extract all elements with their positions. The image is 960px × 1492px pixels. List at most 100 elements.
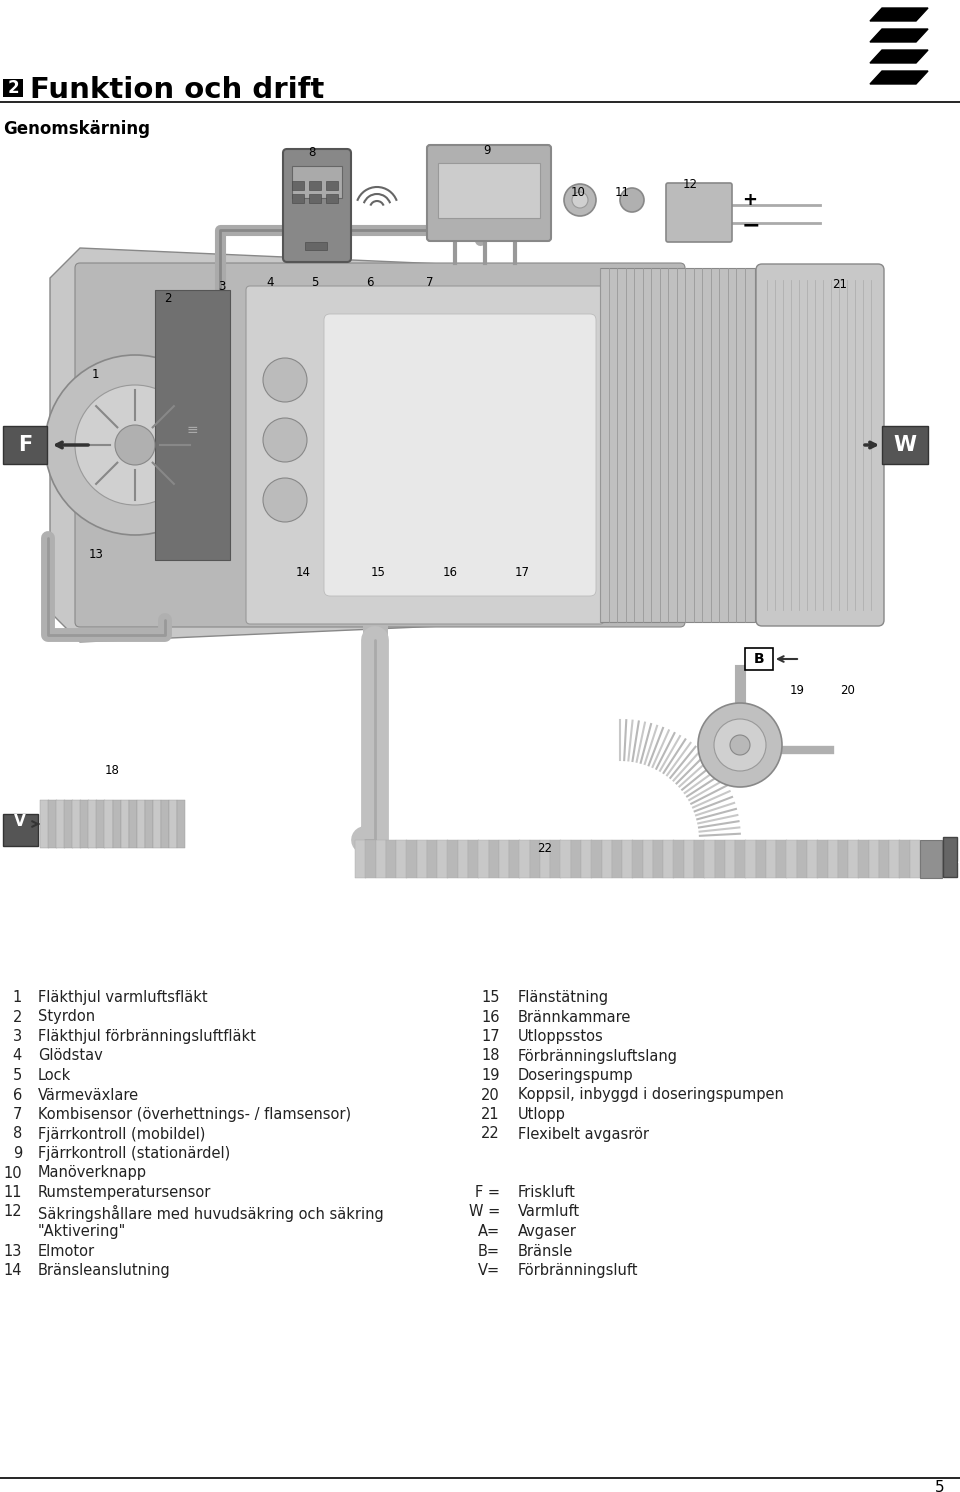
Text: 5: 5 — [311, 276, 319, 289]
Text: 20: 20 — [841, 683, 855, 697]
Text: Fjärrkontroll (stationärdel): Fjärrkontroll (stationärdel) — [38, 1146, 230, 1161]
Text: Utloppsstos: Utloppsstos — [518, 1029, 604, 1044]
Bar — [396, 840, 407, 877]
Text: Styrdon: Styrdon — [38, 1010, 95, 1025]
Bar — [561, 840, 571, 877]
Text: Flänstätning: Flänstätning — [518, 991, 610, 1006]
Bar — [807, 840, 818, 877]
Bar — [72, 800, 81, 847]
Bar — [663, 840, 674, 877]
Bar — [530, 840, 540, 877]
Bar — [694, 840, 705, 877]
Text: Varmluft: Varmluft — [518, 1204, 580, 1219]
Bar — [633, 840, 643, 877]
Text: 3: 3 — [218, 280, 226, 294]
Text: Fläkthjul förbränningsluftfläkt: Fläkthjul förbränningsluftfläkt — [38, 1029, 256, 1044]
Circle shape — [263, 418, 307, 463]
Bar — [684, 840, 694, 877]
Text: Bränsle: Bränsle — [518, 1243, 573, 1258]
Bar — [571, 840, 582, 877]
Bar — [48, 800, 57, 847]
Bar — [355, 840, 366, 877]
Bar — [64, 800, 73, 847]
Bar — [96, 800, 105, 847]
Text: W: W — [894, 436, 917, 455]
Text: 10: 10 — [4, 1165, 22, 1180]
Text: Värmeväxlare: Värmeväxlare — [38, 1088, 139, 1103]
Text: Brännkammare: Brännkammare — [518, 1010, 632, 1025]
Text: Koppsil, inbyggd i doseringspumpen: Koppsil, inbyggd i doseringspumpen — [518, 1088, 784, 1103]
Bar — [437, 840, 447, 877]
Bar — [828, 840, 838, 877]
Polygon shape — [870, 7, 928, 21]
Text: Rumstemperatursensor: Rumstemperatursensor — [38, 1185, 211, 1200]
Text: F =: F = — [475, 1185, 500, 1200]
Text: Friskluft: Friskluft — [518, 1185, 576, 1200]
Bar — [438, 163, 540, 218]
Text: Avgaser: Avgaser — [518, 1223, 577, 1238]
Circle shape — [75, 385, 195, 504]
Text: −: − — [742, 215, 760, 236]
Bar — [458, 840, 468, 877]
Text: V=: V= — [478, 1264, 500, 1279]
Bar — [81, 800, 89, 847]
Bar — [786, 840, 797, 877]
Bar — [882, 427, 928, 464]
Text: 22: 22 — [538, 841, 553, 855]
Text: Bränsleanslutning: Bränsleanslutning — [38, 1264, 171, 1279]
Text: Genomskärning: Genomskärning — [3, 119, 150, 137]
Bar — [489, 840, 499, 877]
Bar — [653, 840, 663, 877]
Bar — [406, 840, 417, 877]
Bar — [591, 840, 602, 877]
Text: 13: 13 — [4, 1243, 22, 1258]
Bar — [468, 840, 479, 877]
Text: 19: 19 — [482, 1068, 500, 1083]
Text: 11: 11 — [4, 1185, 22, 1200]
Text: 12: 12 — [683, 179, 698, 191]
Text: Glödstav: Glödstav — [38, 1049, 103, 1064]
Bar — [920, 840, 942, 877]
Text: Lock: Lock — [38, 1068, 71, 1083]
Bar — [817, 840, 828, 877]
Text: A=: A= — [478, 1223, 500, 1238]
Bar — [519, 840, 530, 877]
Bar — [509, 840, 519, 877]
Text: 8: 8 — [12, 1126, 22, 1141]
Text: 17: 17 — [481, 1029, 500, 1044]
Text: 18: 18 — [482, 1049, 500, 1064]
Text: Utlopp: Utlopp — [518, 1107, 565, 1122]
Circle shape — [263, 358, 307, 401]
Text: 14: 14 — [4, 1264, 22, 1279]
Bar — [3, 815, 38, 846]
Bar — [309, 181, 321, 189]
Circle shape — [714, 719, 766, 771]
Bar — [326, 181, 338, 189]
Text: 16: 16 — [443, 565, 458, 579]
Bar — [155, 289, 230, 560]
Bar — [447, 840, 458, 877]
Bar — [725, 840, 735, 877]
Text: 4: 4 — [12, 1049, 22, 1064]
FancyBboxPatch shape — [246, 286, 604, 624]
Bar — [129, 800, 137, 847]
Bar — [612, 840, 622, 877]
Bar — [745, 840, 756, 877]
Bar — [869, 840, 879, 877]
Text: Kombisensor (överhettnings- / flamsensor): Kombisensor (överhettnings- / flamsensor… — [38, 1107, 351, 1122]
Bar — [600, 269, 755, 622]
FancyBboxPatch shape — [324, 313, 596, 595]
Bar — [756, 840, 766, 877]
Bar — [309, 194, 321, 203]
Bar — [161, 800, 169, 847]
Bar — [427, 840, 438, 877]
Text: "Aktivering": "Aktivering" — [38, 1223, 127, 1238]
Bar — [745, 648, 773, 670]
Text: Fläkthjul varmluftsfläkt: Fläkthjul varmluftsfläkt — [38, 991, 207, 1006]
Bar — [622, 840, 633, 877]
Polygon shape — [50, 248, 760, 642]
Bar — [292, 194, 304, 203]
Bar — [848, 840, 858, 877]
Polygon shape — [870, 28, 928, 42]
Bar — [375, 840, 386, 877]
